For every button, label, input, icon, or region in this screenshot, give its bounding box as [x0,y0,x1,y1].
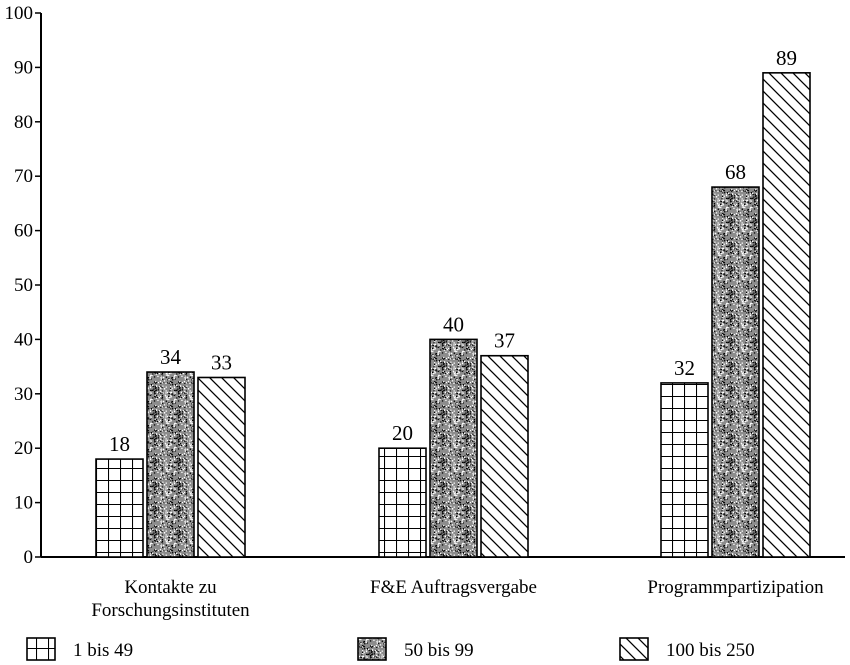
bar-value-label: 37 [494,329,515,353]
legend-label: 50 bis 99 [404,640,474,661]
legend-swatch [26,637,56,661]
bar-value-label: 32 [674,356,695,380]
bar [762,72,811,558]
y-tick-label: 100 [5,3,34,24]
bar-value-label: 40 [443,312,464,336]
x-category-label: F&E Auftragsvergabe [370,577,537,598]
bar-value-label: 20 [392,421,413,445]
bar-value-label: 89 [776,46,797,70]
bar [660,382,709,558]
bar [197,376,246,558]
bar [429,338,478,558]
legend-item: 100 bis 250 [619,637,755,661]
y-tick-label: 50 [14,275,33,296]
y-tick-label: 60 [14,221,33,242]
legend-item: 50 bis 99 [357,637,474,661]
y-tick-label: 40 [14,329,33,350]
legend-label: 1 bis 49 [73,640,133,661]
y-tick-label: 10 [14,493,33,514]
legend-swatch [357,637,387,661]
bar-value-label: 68 [725,160,746,184]
legend-item: 1 bis 49 [26,637,133,661]
y-tick-label: 20 [14,438,33,459]
y-tick-label: 0 [24,547,34,568]
legend-swatch [619,637,649,661]
bar-value-label: 18 [109,432,130,456]
y-tick-label: 30 [14,384,33,405]
bar-value-label: 33 [211,350,232,374]
bar [480,354,529,558]
y-tick-label: 80 [14,112,33,133]
bar [146,371,195,558]
legend-label: 100 bis 250 [666,640,755,661]
bars-group [95,72,811,558]
bar-value-label: 34 [160,345,182,369]
x-category-label: Forschungsinstituten [91,600,250,621]
bar [711,186,760,558]
bar [95,458,144,558]
x-category-label: Kontakte zu [124,577,217,598]
y-tick-label: 90 [14,57,33,78]
bar [378,447,427,558]
y-tick-label: 70 [14,166,33,187]
legend: 1 bis 49 50 bis 99 100 bis 250 [26,637,755,661]
x-category-label: Programmpartizipation [647,577,824,598]
